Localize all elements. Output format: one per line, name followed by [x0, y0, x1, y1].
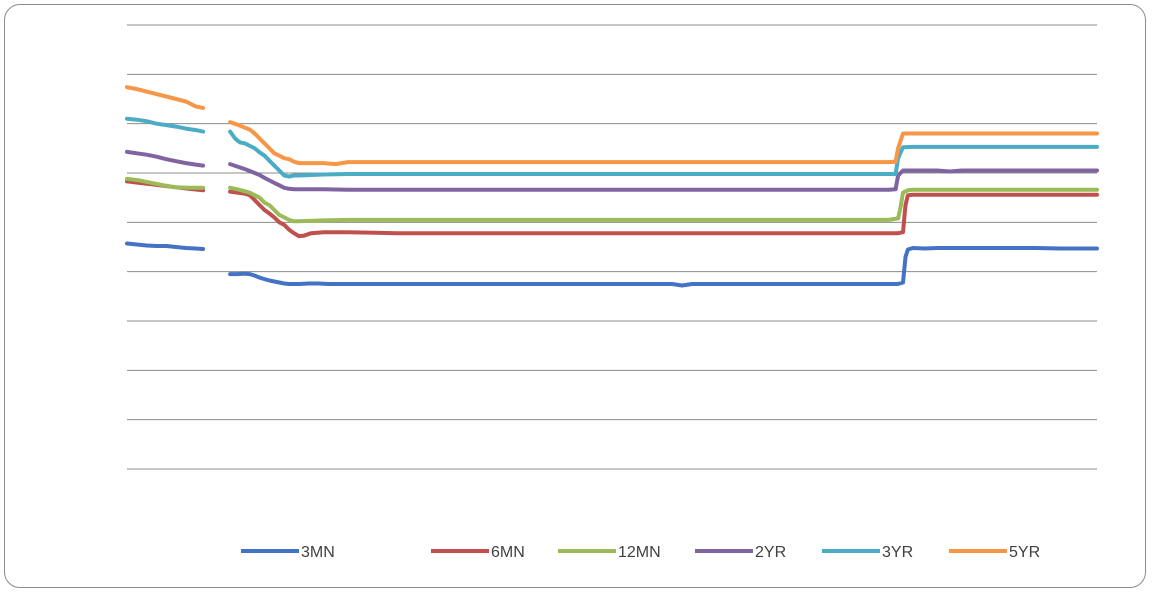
legend-item-6mn: 6MN	[431, 544, 525, 561]
legend-item-3yr: 3YR	[822, 544, 913, 561]
legend-item-2yr: 2YR	[695, 544, 786, 561]
legend-label: 3YR	[882, 544, 913, 561]
legend: 3MN 6MN 12MN 2YR 3YR 5YR	[241, 544, 1040, 561]
legend-label: 2YR	[755, 544, 786, 561]
series-line-3mn-segment-1	[125, 241, 206, 251]
legend-item-5yr: 5YR	[949, 544, 1040, 561]
series-line-2yr-segment-2	[228, 162, 1099, 192]
series-line-5yr-segment-1	[125, 85, 206, 110]
series-lines	[125, 85, 1099, 288]
legend-label: 5YR	[1009, 544, 1040, 561]
series-line-3yr-segment-1	[125, 116, 206, 134]
gridlines	[127, 24, 1097, 470]
legend-item-3mn: 3MN	[241, 544, 335, 561]
series-line-12mn-segment-2	[228, 185, 1099, 224]
legend-label: 6MN	[491, 544, 525, 561]
series-line-5yr-segment-2	[228, 120, 1099, 167]
series-line-12mn-segment-1	[125, 176, 206, 190]
series-line-6mn-segment-2	[228, 189, 1099, 239]
series-line-3mn-segment-2	[228, 246, 1099, 288]
series-line-3yr-segment-2	[228, 129, 1099, 179]
legend-label: 3MN	[301, 544, 335, 561]
chart-frame	[4, 4, 1146, 588]
series-line-2yr-segment-1	[125, 149, 206, 168]
legend-label: 12MN	[618, 544, 661, 561]
legend-item-12mn: 12MN	[558, 544, 661, 561]
